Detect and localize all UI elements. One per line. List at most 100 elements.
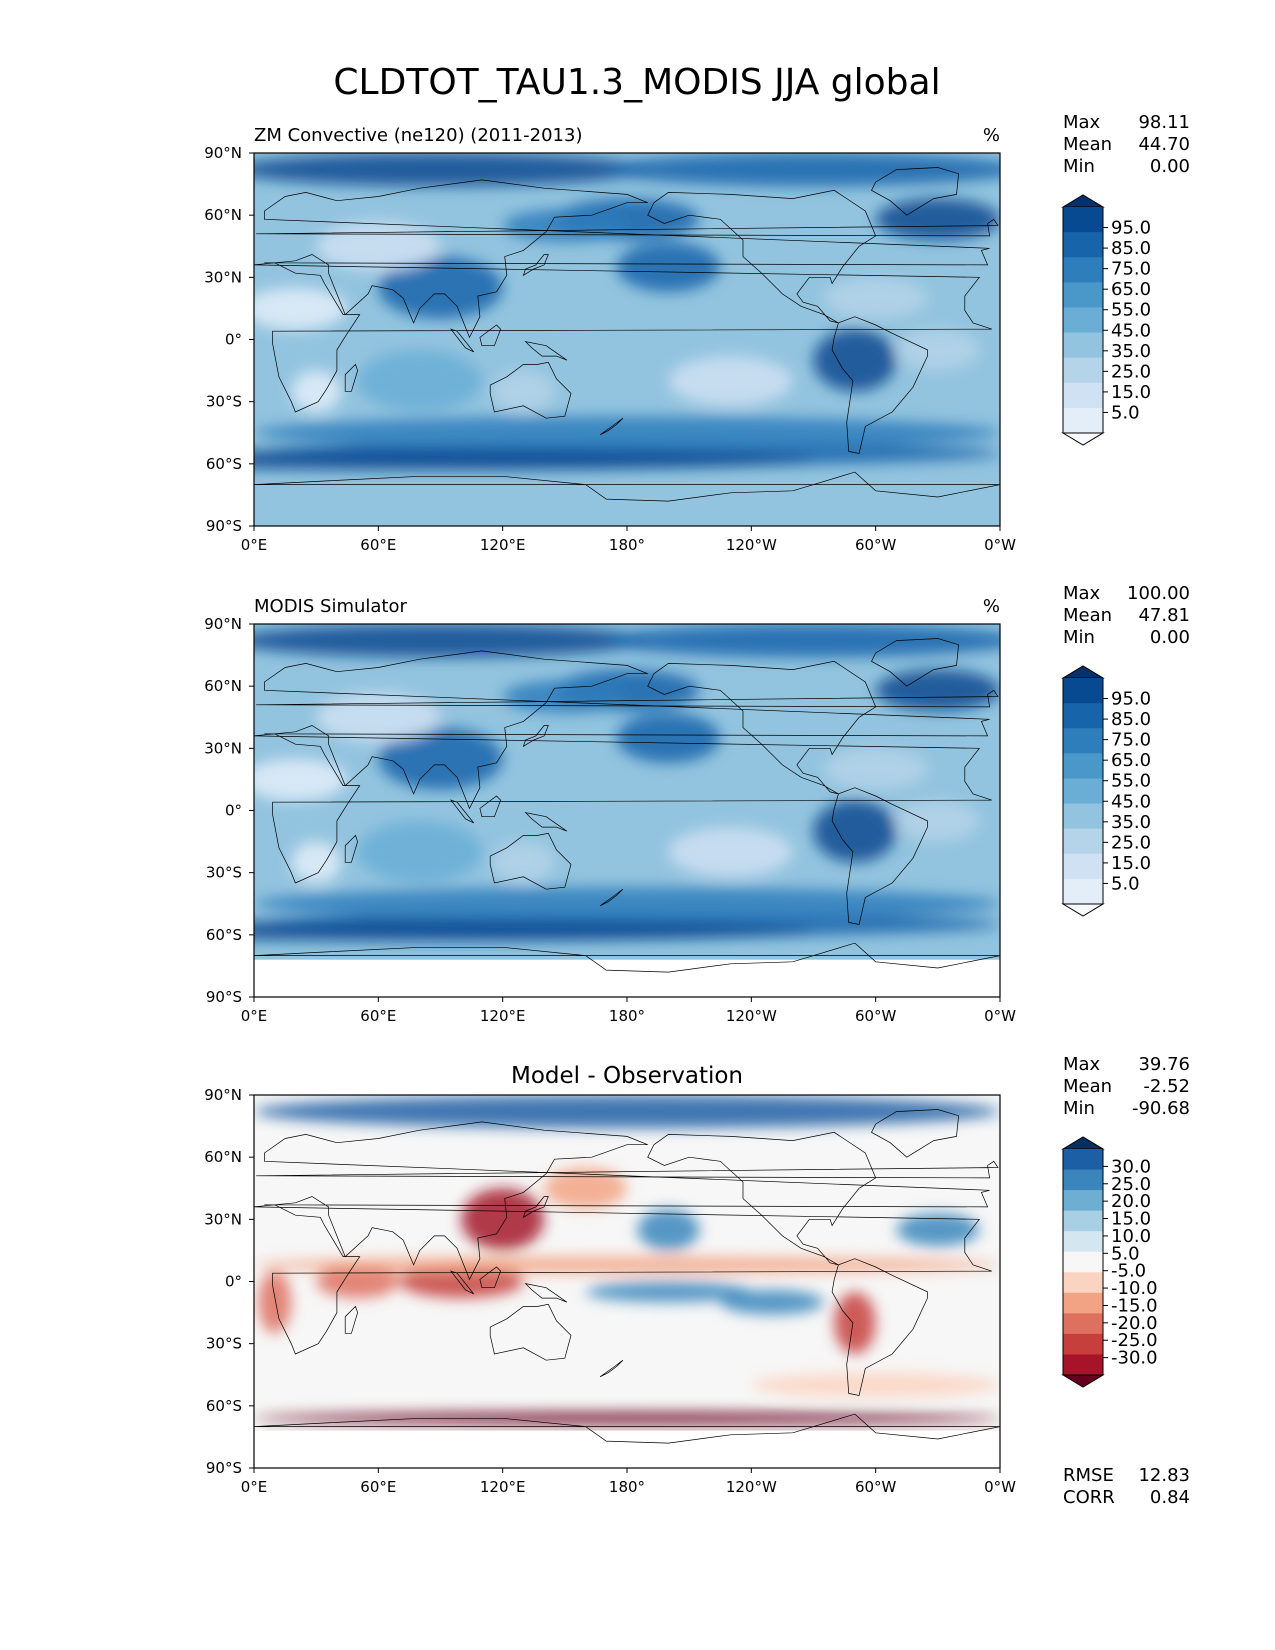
y-tick-label: 60°N	[204, 206, 242, 224]
x-tick-label: 0°W	[984, 536, 1016, 554]
colorbar-bin	[1063, 1313, 1103, 1335]
colorbar-extend-bottom	[1061, 432, 1105, 446]
y-tick-label: 90°S	[206, 517, 242, 535]
colorbar-bin	[1063, 207, 1103, 233]
y-tick-label: 30°N	[204, 739, 242, 757]
y-tick-label: 30°S	[206, 1335, 242, 1353]
colorbar-bin	[1063, 1190, 1103, 1212]
colorbar-tick-label: -20.0	[1111, 1313, 1158, 1334]
colorbar-bin	[1063, 1333, 1103, 1355]
stat-value: 0.00	[1150, 156, 1190, 177]
colorbar-bin	[1063, 778, 1103, 805]
x-tick-label: 60°E	[360, 1478, 396, 1496]
stat-label: Min	[1063, 627, 1095, 648]
colorbar-difference: 30.025.020.015.010.05.0-5.0-10.0-15.0-20…	[1061, 1136, 1158, 1388]
x-tick-label: 60°E	[360, 536, 396, 554]
colorbar-tick-label: 30.0	[1111, 1156, 1151, 1177]
x-tick-label: 120°W	[726, 1007, 777, 1025]
colorbar-bin	[1063, 407, 1103, 434]
colorbar-bin	[1063, 232, 1103, 258]
stat-label: Max	[1063, 112, 1101, 133]
colorbar-tick-label: 75.0	[1111, 259, 1151, 280]
map-field-test	[254, 153, 1000, 526]
x-tick-label: 120°W	[726, 1478, 777, 1496]
colorbar-bin	[1063, 282, 1103, 308]
colorbar-bin	[1063, 1251, 1103, 1273]
y-tick-label: 30°S	[206, 864, 242, 882]
stat-label: Mean	[1063, 134, 1112, 155]
extra-stat-value: 12.83	[1138, 1465, 1190, 1486]
colorbar-bin	[1063, 1231, 1103, 1253]
y-tick-label: 90°N	[204, 144, 242, 162]
colorbar-extend-bottom	[1061, 903, 1105, 917]
stat-label: Min	[1063, 156, 1095, 177]
map-field-reference	[254, 624, 1000, 997]
stat-value: 100.00	[1127, 583, 1190, 604]
panel-units: %	[983, 596, 1000, 617]
colorbar-tick-label: 25.0	[1111, 1174, 1151, 1195]
y-tick-label: 0°	[225, 802, 242, 820]
colorbar-tick-label: 35.0	[1111, 341, 1151, 362]
stat-label: Min	[1063, 1098, 1095, 1119]
colorbar-bin	[1063, 1272, 1103, 1294]
x-tick-label: 0°E	[241, 1478, 268, 1496]
x-tick-label: 180°	[609, 536, 645, 554]
colorbar-tick-label: -10.0	[1111, 1278, 1158, 1299]
panel-units: %	[983, 125, 1000, 146]
x-tick-label: 120°E	[480, 536, 526, 554]
colorbar-tick-label: 5.0	[1111, 873, 1140, 894]
y-tick-label: 60°S	[206, 455, 242, 473]
y-tick-label: 90°N	[204, 1086, 242, 1104]
colorbar-tick-label: 5.0	[1111, 1243, 1140, 1264]
colorbar-extend-top	[1061, 1136, 1105, 1150]
colorbar-bin	[1063, 753, 1103, 779]
colorbar-tick-label: 25.0	[1111, 832, 1151, 853]
y-tick-label: 30°N	[204, 268, 242, 286]
x-tick-label: 180°	[609, 1478, 645, 1496]
colorbar-tick-label: 35.0	[1111, 812, 1151, 833]
stat-value: -90.68	[1132, 1098, 1190, 1119]
colorbar-bin	[1063, 1354, 1103, 1376]
x-tick-label: 60°W	[855, 536, 897, 554]
y-tick-label: 0°	[225, 1273, 242, 1291]
colorbar-tick-label: 75.0	[1111, 730, 1151, 751]
colorbar-bin	[1063, 1292, 1103, 1314]
x-tick-label: 180°	[609, 1007, 645, 1025]
colorbar-tick-label: 10.0	[1111, 1226, 1151, 1247]
colorbar-tick-label: 95.0	[1111, 689, 1151, 710]
colorbar-tick-label: 5.0	[1111, 402, 1140, 423]
y-tick-label: 90°N	[204, 615, 242, 633]
panel-left-title: MODIS Simulator	[254, 596, 407, 617]
x-tick-label: 120°W	[726, 536, 777, 554]
colorbar-bin	[1063, 728, 1103, 754]
stat-label: Mean	[1063, 605, 1112, 626]
colorbar-bin	[1063, 382, 1103, 409]
colorbar-tick-label: 15.0	[1111, 853, 1151, 874]
x-tick-label: 0°W	[984, 1478, 1016, 1496]
stat-label: Max	[1063, 583, 1101, 604]
x-tick-label: 60°W	[855, 1007, 897, 1025]
colorbar-bin	[1063, 332, 1103, 359]
colorbar-bin	[1063, 853, 1103, 880]
y-tick-label: 30°N	[204, 1210, 242, 1228]
stat-value: 39.76	[1138, 1054, 1190, 1075]
colorbar-extend-top	[1061, 194, 1105, 208]
y-tick-label: 0°	[225, 331, 242, 349]
y-tick-label: 60°N	[204, 1148, 242, 1166]
stat-label: Max	[1063, 1054, 1101, 1075]
stat-label: Mean	[1063, 1076, 1112, 1097]
colorbar-tick-label: 15.0	[1111, 1209, 1151, 1230]
x-tick-label: 60°E	[360, 1007, 396, 1025]
y-tick-label: 90°S	[206, 988, 242, 1006]
x-tick-label: 60°W	[855, 1478, 897, 1496]
x-tick-label: 120°E	[480, 1007, 526, 1025]
panel-left-title: ZM Convective (ne120) (2011-2013)	[254, 125, 582, 146]
colorbar-bin	[1063, 1149, 1103, 1171]
stat-value: 47.81	[1138, 605, 1190, 626]
stat-value: 44.70	[1138, 134, 1190, 155]
colorbar-tick-label: 55.0	[1111, 771, 1151, 792]
colorbar-bin	[1063, 307, 1103, 334]
y-tick-label: 30°S	[206, 393, 242, 411]
colorbar-bin	[1063, 1210, 1103, 1232]
